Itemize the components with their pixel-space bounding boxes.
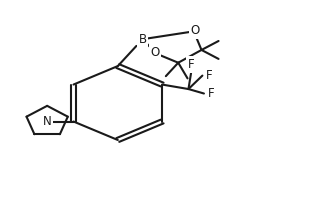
Text: O: O (150, 46, 160, 59)
Text: B: B (139, 33, 147, 46)
Text: F: F (206, 69, 213, 82)
Text: F: F (188, 58, 195, 71)
Text: O: O (191, 24, 200, 37)
Text: F: F (207, 87, 214, 100)
Text: N: N (43, 115, 51, 128)
